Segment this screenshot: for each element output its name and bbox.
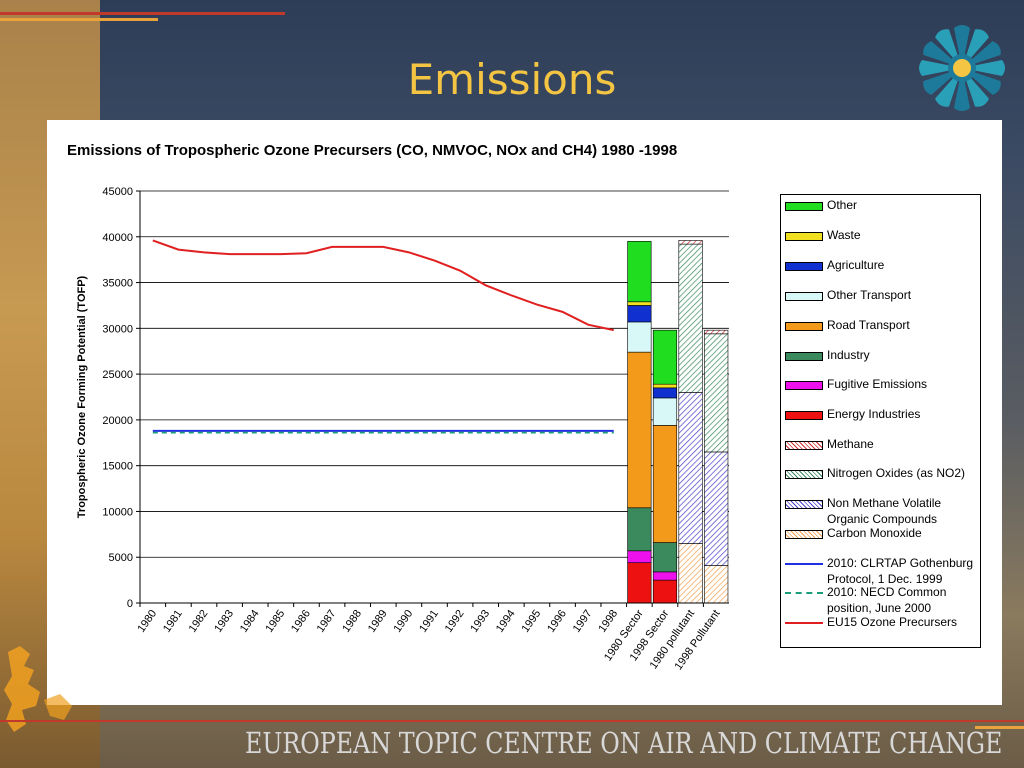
legend-label: 2010: CLRTAP Gothenburg Protocol, 1 Dec.… [827,556,974,586]
y-tick-label: 40000 [102,232,133,244]
bar-segment-agriculture [652,387,678,399]
x-tick-label: 1993 [468,608,492,635]
y-tick-label: 45000 [102,186,133,198]
footer-accent-line [0,720,1024,722]
bar-segment-non-methane-volatile-organic-compounds [704,451,729,566]
x-tick-label: 1988 [340,608,364,635]
legend-label: EU15 Ozone Precursers [827,615,958,629]
x-tick-label: 1992 [443,608,467,635]
sun-wheel-logo-icon [919,25,1005,111]
x-tick-label: 1986 [289,608,313,635]
bar-segment-road-transport [627,351,652,509]
legend-label: Methane [827,437,874,451]
x-tick-label: 1983 [212,608,236,635]
bar-segment-industry [652,542,678,573]
bar-segment-energy-industries [627,562,652,604]
y-tick-label: 25000 [102,369,133,381]
legend-swatch [785,232,823,241]
legend-swatch [785,292,823,301]
x-tick-label: 1989 [366,608,390,635]
chart-plot: 0 5000 10000 15000 20000 25000 30000 35000 40000… [76,186,729,672]
x-tick-label: 1985 [263,608,287,635]
y-tick-label: 0 [127,598,133,610]
legend-swatch [785,530,823,539]
legend-swatch [785,381,823,390]
legend-swatch [785,262,823,271]
x-tick-label: 1990 [391,608,415,635]
legend-label: Industry [827,348,870,362]
legend-swatch [785,470,823,479]
y-tick-label: 10000 [102,506,133,518]
footer-accent-line-gold [975,726,1024,729]
bar-segment-non-methane-volatile-organic-compounds [678,392,703,544]
legend-swatch [785,202,823,211]
legend-swatch [785,352,823,361]
x-tick-label: 1997 [571,608,595,635]
bar-segment-other-transport [627,321,652,353]
bar-segment-industry [627,507,652,552]
legend-label: Non Methane Volatile Organic Compounds [827,496,942,526]
legend-swatch [785,322,823,331]
x-tick-label: 1981 [161,608,185,635]
x-tick-label: 1987 [315,608,339,635]
chart-title: Emissions of Tropospheric Ozone Precurse… [67,142,678,159]
bar-segment-carbon-monoxide [704,565,729,604]
legend-line-swatch [785,622,823,624]
footer-organization-name: EUROPEAN TOPIC CENTRE ON AIR AND CLIMATE… [245,726,1003,760]
y-tick-label: 20000 [102,415,133,427]
europe-map-decor-icon [4,646,72,732]
y-tick-label: 30000 [102,323,133,335]
legend-label: 2010: NECD Common position, June 2000 [827,585,947,615]
legend-line-swatch [785,563,823,565]
bar-segment-fugitive-emissions [627,550,652,564]
bar-segment-agriculture [627,305,652,323]
bar-segment-other [652,329,678,385]
legend-label: Carbon Monoxide [827,526,922,540]
bar-segment-methane [704,329,729,335]
y-tick-label: 5000 [109,552,133,564]
y-tick-label: 35000 [102,278,133,290]
x-tick-label: 1996 [545,608,569,635]
bar-segment-methane [678,240,703,245]
legend-line-swatch [785,592,823,594]
x-tick-label: 1982 [187,608,211,635]
x-tick-label: 1998 [596,608,620,635]
legend-swatch [785,441,823,450]
x-tick-label: 1995 [520,608,544,635]
legend-label: Road Transport [827,318,910,332]
line-series-eu15-ozone-precursers [152,239,614,332]
chart-panel: Emissions of Tropospheric Ozone Precurse… [47,120,1002,705]
y-axis-label: Tropospheric Ozone Forming Potential (TO… [76,275,88,518]
chart-legend: Other Waste Agriculture Other Transport Road… [780,194,981,648]
bar-segment-other-transport [652,397,678,426]
bar-segment-other [627,241,652,303]
legend-swatch [785,500,823,509]
x-tick-label: 1991 [417,608,441,635]
legend-label: Waste [827,228,861,242]
bar-segment-nitrogen-oxides-as-no2- [678,243,703,393]
legend-label: Nitrogen Oxides (as NO2) [827,466,966,480]
legend-label: Energy Industries [827,407,921,421]
bar-segment-waste [627,301,652,306]
x-tick-label: 1984 [238,608,262,635]
legend-label: Other [827,198,858,212]
legend-swatch [785,411,823,420]
bar-segment-road-transport [652,425,678,543]
bar-segment-energy-industries [652,579,678,604]
legend-label: Other Transport [827,288,912,302]
bar-segment-carbon-monoxide [678,543,703,604]
top-accent-line-gold [0,18,158,21]
legend-label: Agriculture [827,258,885,272]
bar-segment-waste [652,383,678,389]
bar-segment-nitrogen-oxides-as-no2- [704,333,729,453]
legend-label: Fugitive Emissions [827,377,928,391]
top-accent-line-red [0,12,285,15]
bar-segment-fugitive-emissions [652,571,678,581]
y-tick-label: 15000 [102,461,133,473]
x-tick-label: 1980 [135,608,159,635]
slide-title: Emissions [407,55,617,104]
x-tick-label: 1994 [494,608,518,635]
